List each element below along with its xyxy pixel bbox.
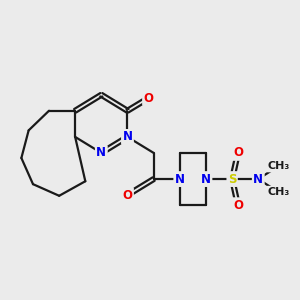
Text: N: N bbox=[96, 146, 106, 159]
Text: N: N bbox=[253, 172, 263, 186]
Text: N: N bbox=[175, 172, 185, 186]
Text: CH₃: CH₃ bbox=[268, 187, 290, 197]
Text: N: N bbox=[201, 172, 211, 186]
Text: S: S bbox=[228, 172, 236, 186]
Text: O: O bbox=[143, 92, 154, 104]
Text: O: O bbox=[233, 199, 243, 212]
Text: CH₃: CH₃ bbox=[268, 161, 290, 171]
Text: O: O bbox=[233, 146, 243, 159]
Text: N: N bbox=[122, 130, 133, 143]
Text: O: O bbox=[122, 189, 133, 202]
